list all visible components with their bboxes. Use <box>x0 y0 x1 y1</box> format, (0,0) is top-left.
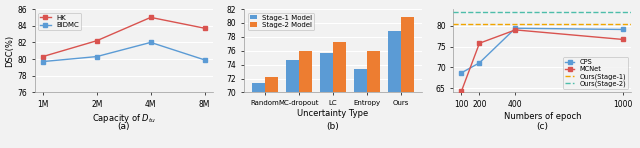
MCNet <box>458 90 465 92</box>
Y-axis label: DSC(%): DSC(%) <box>6 35 15 67</box>
Bar <box>320 53 333 148</box>
Ours(Stage-1) <box>440 23 447 25</box>
Line: HK: HK <box>41 15 207 59</box>
Bar <box>367 52 380 148</box>
BIDMC <box>147 41 154 43</box>
Line: BIDMC: BIDMC <box>41 40 207 64</box>
Ours(Stage-2) <box>440 12 447 13</box>
MCNet <box>476 42 483 44</box>
HK <box>93 40 100 42</box>
Ours(Stage-1) <box>440 23 447 25</box>
Bar <box>401 17 414 148</box>
BIDMC <box>39 61 47 62</box>
HK <box>39 56 47 57</box>
Text: (b): (b) <box>326 122 339 131</box>
Line: CPS: CPS <box>460 26 625 75</box>
Ours(Stage-2) <box>440 12 447 13</box>
MCNet <box>511 29 519 31</box>
Bar <box>299 52 312 148</box>
HK <box>201 27 209 29</box>
Text: (a): (a) <box>118 122 130 131</box>
HK <box>147 17 154 18</box>
X-axis label: Uncertainty Type: Uncertainty Type <box>298 109 369 118</box>
Bar <box>354 69 367 148</box>
MCNet <box>620 39 627 40</box>
BIDMC <box>93 56 100 57</box>
Legend: Stage-1 Model, Stage-2 Model: Stage-1 Model, Stage-2 Model <box>248 13 314 30</box>
Text: (c): (c) <box>536 122 548 131</box>
Line: MCNet: MCNet <box>460 28 625 93</box>
Bar <box>286 60 299 148</box>
X-axis label: Capacity of $D_{tu}$: Capacity of $D_{tu}$ <box>92 112 156 125</box>
Bar <box>388 31 401 148</box>
Legend: HK, BIDMC: HK, BIDMC <box>38 13 81 30</box>
X-axis label: Numbers of epoch: Numbers of epoch <box>504 112 581 121</box>
Bar <box>333 42 346 148</box>
CPS <box>511 27 519 29</box>
Bar <box>265 77 278 148</box>
CPS <box>620 29 627 30</box>
CPS <box>476 62 483 64</box>
Bar <box>252 83 265 148</box>
CPS <box>458 72 465 74</box>
Legend: CPS, MCNet, Ours(Stage-1), Ours(Stage-2): CPS, MCNet, Ours(Stage-1), Ours(Stage-2) <box>563 57 628 89</box>
BIDMC <box>201 59 209 61</box>
